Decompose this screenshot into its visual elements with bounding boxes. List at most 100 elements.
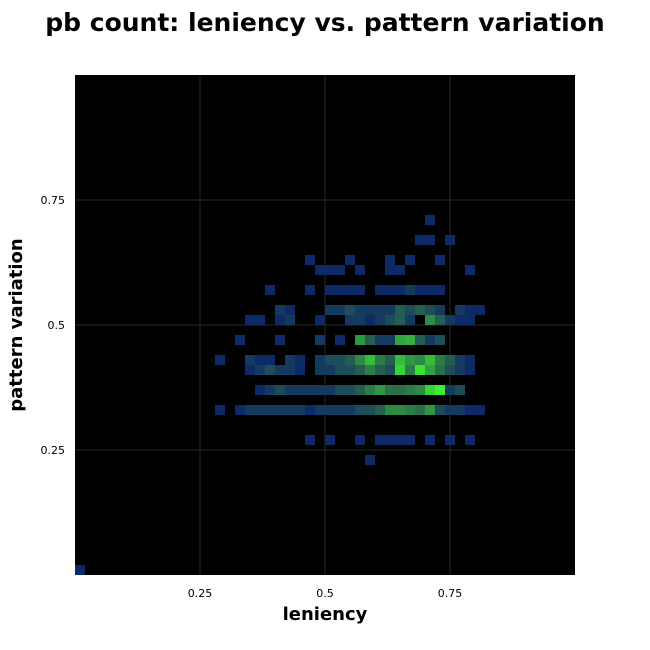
heatmap-cells: [75, 215, 485, 575]
heatmap-cell: [405, 435, 415, 445]
heatmap-cell: [465, 435, 475, 445]
heatmap-cell: [435, 305, 445, 315]
heatmap-cell: [425, 285, 435, 295]
heatmap-cell: [405, 315, 415, 325]
heatmap-cell: [475, 405, 485, 415]
heatmap-cell: [255, 315, 265, 325]
heatmap-cell: [265, 405, 275, 415]
heatmap-cell: [245, 365, 255, 375]
heatmap-cell: [415, 405, 425, 415]
y-tick-label: 0.5: [48, 319, 66, 332]
heatmap-cell: [285, 305, 295, 315]
heatmap-cell: [465, 305, 475, 315]
heatmap-cell: [385, 285, 395, 295]
y-tick-labels: 0.25 0.5 0.75: [41, 194, 66, 457]
heatmap-cell: [405, 355, 415, 365]
heatmap-cell: [385, 255, 395, 265]
x-tick-label: 0.5: [316, 587, 334, 600]
heatmap-cell: [315, 365, 325, 375]
heatmap-cell: [405, 255, 415, 265]
heatmap-cell: [305, 435, 315, 445]
heatmap-cell: [275, 385, 285, 395]
y-tick-label: 0.75: [41, 194, 66, 207]
heatmap-cell: [425, 405, 435, 415]
heatmap-cell: [335, 405, 345, 415]
heatmap-cell: [455, 355, 465, 365]
heatmap-cell: [395, 405, 405, 415]
heatmap-cell: [405, 365, 415, 375]
heatmap-cell: [325, 265, 335, 275]
heatmap-cell: [375, 365, 385, 375]
heatmap-cell: [245, 315, 255, 325]
x-tick-label: 0.25: [188, 587, 213, 600]
heatmap-cell: [275, 315, 285, 325]
heatmap-cell: [355, 335, 365, 345]
heatmap-cell: [375, 385, 385, 395]
heatmap-cell: [385, 305, 395, 315]
heatmap-cell: [435, 315, 445, 325]
heatmap-cell: [455, 385, 465, 395]
heatmap-cell: [425, 385, 435, 395]
heatmap-cell: [425, 305, 435, 315]
heatmap-cell: [365, 315, 375, 325]
heatmap-cell: [245, 355, 255, 365]
heatmap-cell: [275, 335, 285, 345]
heatmap-cell: [315, 385, 325, 395]
heatmap-cell: [375, 285, 385, 295]
x-tick-labels: 0.25 0.5 0.75: [188, 587, 463, 600]
heatmap-cell: [455, 305, 465, 315]
heatmap-cell: [295, 405, 305, 415]
heatmap-cell: [395, 355, 405, 365]
heatmap-cell: [355, 265, 365, 275]
heatmap-cell: [435, 285, 445, 295]
heatmap-cell: [355, 385, 365, 395]
heatmap-cell: [385, 335, 395, 345]
heatmap-cell: [255, 365, 265, 375]
heatmap-cell: [365, 365, 375, 375]
heatmap-cell: [275, 305, 285, 315]
heatmap-cell: [335, 335, 345, 345]
heatmap-cell: [325, 365, 335, 375]
heatmap-cell: [215, 355, 225, 365]
heatmap-cell: [255, 405, 265, 415]
heatmap-cell: [415, 355, 425, 365]
heatmap-cell: [425, 365, 435, 375]
heatmap-cell: [235, 405, 245, 415]
heatmap-cell: [425, 315, 435, 325]
chart-title: pb count: leniency vs. pattern variation: [45, 8, 605, 37]
heatmap-cell: [445, 365, 455, 375]
heatmap-cell: [475, 305, 485, 315]
heatmap-cell: [375, 405, 385, 415]
heatmap-cell: [375, 335, 385, 345]
heatmap-cell: [425, 335, 435, 345]
heatmap-cell: [435, 405, 445, 415]
heatmap-cell: [355, 315, 365, 325]
heatmap-cell: [355, 435, 365, 445]
y-tick-label: 0.25: [41, 444, 66, 457]
heatmap-cell: [285, 315, 295, 325]
heatmap-cell: [335, 265, 345, 275]
heatmap-cell: [445, 385, 455, 395]
heatmap-cell: [355, 285, 365, 295]
heatmap-cell: [305, 385, 315, 395]
heatmap-cell: [285, 405, 295, 415]
heatmap-cell: [455, 405, 465, 415]
heatmap-cell: [305, 255, 315, 265]
heatmap-cell: [345, 385, 355, 395]
heatmap-cell: [425, 215, 435, 225]
heatmap-cell: [355, 365, 365, 375]
heatmap-cell: [445, 355, 455, 365]
heatmap-cell: [465, 315, 475, 325]
heatmap-cell: [435, 255, 445, 265]
heatmap-cell: [435, 365, 445, 375]
heatmap-cell: [385, 365, 395, 375]
heatmap-cell: [465, 365, 475, 375]
heatmap-cell: [345, 285, 355, 295]
heatmap-cell: [385, 385, 395, 395]
heatmap-cell: [265, 285, 275, 295]
heatmap-cell: [465, 405, 475, 415]
heatmap-cell: [465, 355, 475, 365]
heatmap-cell: [235, 335, 245, 345]
heatmap-cell: [375, 355, 385, 365]
heatmap-cell: [255, 385, 265, 395]
